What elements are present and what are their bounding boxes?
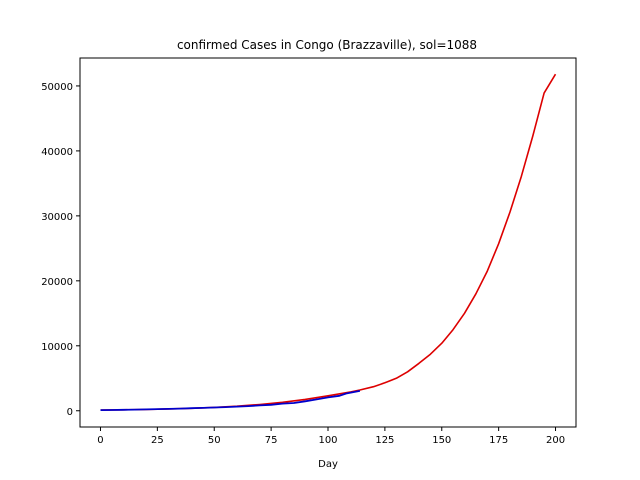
y-tick-label: 0 [67,407,73,418]
series-line-model [100,73,557,411]
x-tick-label: 75 [265,435,278,446]
y-tick-label: 30000 [41,212,73,223]
x-tick-label: 100 [318,435,337,446]
plot-frame [79,57,577,428]
x-axis-label: Day [318,459,338,470]
x-tick-label: 25 [151,435,164,446]
x-tick-label: 0 [97,435,103,446]
series-layer [100,73,557,411]
x-tick-label: 200 [546,435,565,446]
series-line-observed [100,390,361,411]
y-axis: 0 10000 20000 30000 40000 50000 [41,82,80,418]
y-tick-label: 50000 [41,82,73,93]
x-axis: 0 25 50 75 100 125 150 175 200 [97,427,565,446]
chart-title: confirmed Cases in Congo (Brazzaville), … [177,38,477,52]
x-tick-label: 175 [489,435,508,446]
x-tick-label: 50 [208,435,221,446]
y-tick-label: 20000 [41,277,73,288]
x-tick-label: 150 [432,435,451,446]
y-tick-label: 40000 [41,147,73,158]
x-tick-label: 125 [375,435,394,446]
y-tick-label: 10000 [41,342,73,353]
